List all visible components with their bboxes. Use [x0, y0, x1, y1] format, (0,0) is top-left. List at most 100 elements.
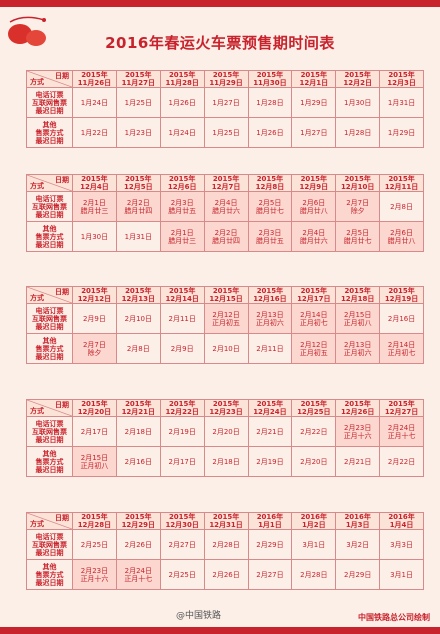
deadline-cell: 1月30日: [335, 87, 381, 118]
other-booking-row: 其他 售票方式 最迟日期 2月7日 除夕 2月8日 2月9日 2月10日 2月11日 2月12日正…: [26, 333, 424, 364]
header-method-label: 方式: [30, 520, 44, 528]
header-method-label: 方式: [30, 294, 44, 302]
deadline-cell: 2月22日: [379, 446, 424, 477]
deadline-cell: 2月10日: [115, 303, 161, 334]
deadline-cell: 2月27日: [247, 559, 293, 590]
row-label: 其他 售票方式 最迟日期: [26, 559, 73, 590]
deadline-cell: 2月15日 正月初八: [335, 303, 381, 334]
row-label: 电话订票 互联网售票 最迟日期: [26, 416, 73, 447]
deadline-cell: 2月25日: [72, 529, 117, 560]
sale-date-cell: 2015年 12月23日: [203, 399, 249, 417]
deadline-cell: 2月25日: [159, 559, 205, 590]
deadline-cell: 2月5日 腊月廿七: [335, 221, 381, 252]
other-booking-row: 其他 售票方式 最迟日期 1月22日 1月23日 1月24日 1月25日 1月26日 1月27日…: [26, 117, 424, 148]
deadline-cell: 2月8日: [115, 333, 161, 364]
row-label: 电话订票 互联网售票 最迟日期: [26, 529, 73, 560]
deadline-cell: 2月2日 腊月廿四: [203, 221, 249, 252]
deadline-cell: 2月17日: [159, 446, 205, 477]
sale-date-cell: 2015年 12月21日: [115, 399, 161, 417]
other-booking-row: 其他 售票方式 最迟日期 1月30日 1月31日 2月1日 腊月廿三 2月2日 腊月廿四 2月3日…: [26, 221, 424, 252]
deadline-cell: 2月6日 腊月廿八: [379, 221, 424, 252]
header-corner: 日期 方式: [26, 174, 73, 192]
phone-booking-row: 电话订票 互联网售票 最迟日期 2月1日 腊月廿三 2月2日 腊月廿四 2月3日 腊月廿五 2月4…: [26, 191, 424, 222]
deadline-cell: 2月13日 正月初六: [335, 333, 381, 364]
top-border: [0, 0, 440, 7]
sale-date-cell: 2015年 11月29日: [203, 70, 249, 88]
deadline-cell: 2月19日: [247, 446, 293, 477]
sale-date-cell: 2015年 12月27日: [379, 399, 424, 417]
header-corner: 日期 方式: [26, 70, 73, 88]
deadline-cell: 1月23日: [115, 117, 161, 148]
deadline-cell: 2月18日: [115, 416, 161, 447]
row-label: 电话订票 互联网售票 最迟日期: [26, 191, 73, 222]
deadline-cell: 2月10日: [203, 333, 249, 364]
sale-date-cell: 2015年 12月16日: [247, 286, 293, 304]
header-date-label: 日期: [55, 514, 69, 522]
phone-booking-row: 电话订票 互联网售票 最迟日期 2月17日 2月18日 2月19日 2月20日 2月21日 2月…: [26, 416, 424, 447]
deadline-cell: 2月12日 正月初五: [203, 303, 249, 334]
sale-date-cell: 2015年 12月20日: [72, 399, 117, 417]
header-corner: 日期方式: [26, 512, 73, 530]
deadline-cell: 2月23日 正月十六: [335, 416, 381, 447]
schedule-block: 日期 方式 2015年 12月28日 2015年 12月29日 2015年 12月30日 201…: [26, 512, 424, 590]
header-method-label: 方式: [30, 182, 44, 190]
header-method-label: 方式: [30, 407, 44, 415]
sale-date-cell: 2015年 12月31日: [203, 512, 249, 530]
deadline-cell: 2月15日 正月初八: [72, 446, 117, 477]
deadline-cell: 2月9日: [72, 303, 117, 334]
sale-date-cell: 2015年 12月22日: [159, 399, 205, 417]
deadline-cell: 1月26日: [247, 117, 293, 148]
row-label: 电话订票 互联网售票 最迟日期: [26, 303, 73, 334]
header-date-label: 日期: [55, 401, 69, 409]
deadline-cell: 2月22日: [291, 416, 337, 447]
deadline-cell: 2月4日 腊月廿六: [291, 221, 337, 252]
footer-credit: 中国铁路总公司绘制: [358, 613, 430, 622]
sale-date-cell: 2015年 12月8日: [247, 174, 293, 192]
deadline-cell: 2月6日 腊月廿八: [291, 191, 337, 222]
deadline-cell: 2月17日: [72, 416, 117, 447]
schedule-block: 日期 方式 2015年 11月26日 2015年 11月27日 2015年 11月28日 201…: [26, 70, 424, 148]
other-booking-row: 其他 售票方式 最迟日期 2月15日 正月初八 2月16日 2月17日 2月18日 2月19日 2…: [26, 446, 424, 477]
deadline-cell: 1月28日: [247, 87, 293, 118]
deadline-cell: 2月3日 腊月廿五: [247, 221, 293, 252]
sale-date-cell: 2015年 12月3日: [379, 70, 424, 88]
deadline-cell: 2月11日: [247, 333, 293, 364]
other-booking-row: 其他 售票方式 最迟日期 2月23日 正月十六 2月24日 正月十七 2月25日 2月26日 2月…: [26, 559, 424, 590]
header-corner: 日期 方式: [26, 286, 73, 304]
deadline-cell: 2月11日: [159, 303, 205, 334]
sale-date-cell: 2015年 12月30日: [159, 512, 205, 530]
page-title: 2016年春运火车票预售期时间表: [105, 34, 335, 52]
sale-date-cell: 2015年 12月25日: [291, 399, 337, 417]
header-method-label: 方式: [30, 78, 44, 86]
sale-date-cell: 2016年 1月1日: [247, 512, 293, 530]
deadline-cell: 1月29日: [379, 117, 424, 148]
deadline-cell: 2月1日 腊月廿三: [72, 191, 117, 222]
deadline-cell: 2月3日 腊月廿五: [159, 191, 205, 222]
schedule-block: 日期 方式 2015年 12月4日 2015年 12月5日 2015年 12月6日 2015年 1…: [26, 174, 424, 252]
deadline-cell: 1月24日: [72, 87, 117, 118]
footer-brand: @中国铁路: [176, 611, 222, 621]
deadline-cell: 2月14日 正月初七: [291, 303, 337, 334]
sale-date-cell: 2015年 12月5日: [115, 174, 161, 192]
deadline-cell: 1月31日: [115, 221, 161, 252]
phone-booking-row: 电话订票 互联网售票 最迟日期 2月9日 2月10日 2月11日 2月12日 正月初五 2月13…: [26, 303, 424, 334]
deadline-cell: 2月27日: [159, 529, 205, 560]
schedule-block: 日期 方式 2015年 12月20日 2015年 12月21日 2015年 12月22日 201…: [26, 399, 424, 477]
deadline-cell: 2月21日: [247, 416, 293, 447]
lantern-decoration-icon: [8, 16, 46, 46]
sale-date-cell: 2015年 12月1日: [291, 70, 337, 88]
deadline-cell: 1月24日: [159, 117, 205, 148]
deadline-cell: 2月24日 正月十七: [379, 416, 424, 447]
deadline-cell: 2月19日: [159, 416, 205, 447]
sale-date-cell: 2015年 12月26日: [335, 399, 381, 417]
deadline-cell: 2月4日 腊月廿六: [203, 191, 249, 222]
deadline-cell: 2月2日 腊月廿四: [115, 191, 161, 222]
deadline-cell: 1月31日: [379, 87, 424, 118]
deadline-cell: 1月26日: [159, 87, 205, 118]
deadline-cell: 2月18日: [203, 446, 249, 477]
deadline-cell: 2月21日: [335, 446, 381, 477]
sale-date-cell: 2015年 12月19日: [379, 286, 424, 304]
sale-date-cell: 2016年 1月2日: [291, 512, 337, 530]
row-label: 其他 售票方式 最迟日期: [26, 446, 73, 477]
sale-date-cell: 2015年 12月15日: [203, 286, 249, 304]
